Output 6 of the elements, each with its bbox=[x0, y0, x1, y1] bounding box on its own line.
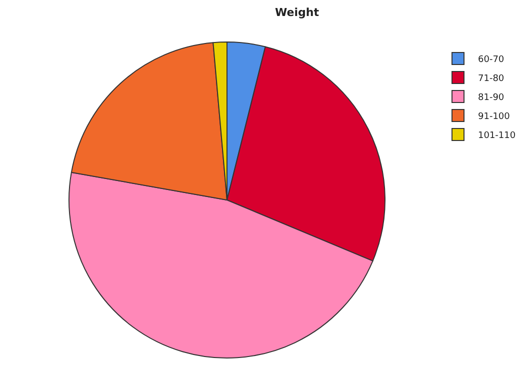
legend-label: 91-100 bbox=[478, 112, 510, 122]
legend-label: 71-80 bbox=[478, 74, 504, 84]
chart-title: Weight bbox=[275, 6, 319, 19]
legend-label: 60-70 bbox=[478, 55, 504, 66]
legend-label: 101-110 bbox=[478, 131, 516, 142]
legend-label: 81-90 bbox=[478, 93, 504, 104]
